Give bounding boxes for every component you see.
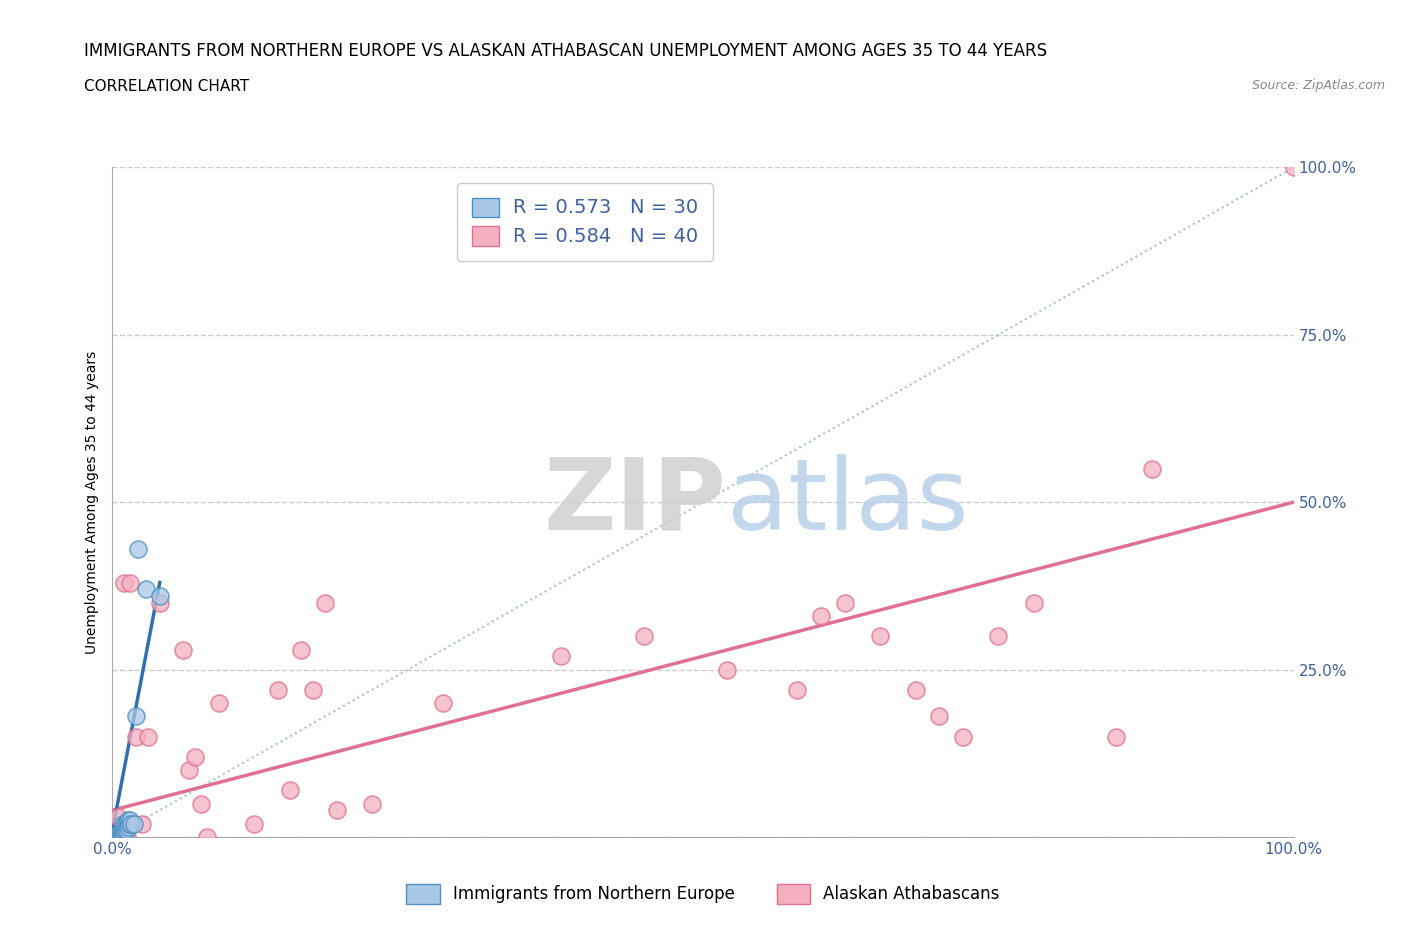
Point xyxy=(326,803,349,817)
Point xyxy=(314,595,336,610)
Point xyxy=(208,696,231,711)
Point xyxy=(834,595,856,610)
Point xyxy=(107,830,129,844)
Point xyxy=(118,817,141,831)
Point xyxy=(302,683,325,698)
Text: Source: ZipAtlas.com: Source: ZipAtlas.com xyxy=(1251,79,1385,92)
Point xyxy=(110,830,132,844)
Point xyxy=(135,582,157,597)
Point xyxy=(810,608,832,623)
Point xyxy=(112,817,135,831)
Point xyxy=(111,823,134,838)
Point xyxy=(633,629,655,644)
Point xyxy=(112,830,135,844)
Point xyxy=(105,830,128,844)
Y-axis label: Unemployment Among Ages 35 to 44 years: Unemployment Among Ages 35 to 44 years xyxy=(84,351,98,654)
Point xyxy=(108,826,131,841)
Point xyxy=(195,830,218,844)
Point xyxy=(107,826,129,841)
Legend: R = 0.573   N = 30, R = 0.584   N = 40: R = 0.573 N = 30, R = 0.584 N = 40 xyxy=(457,183,713,260)
Point xyxy=(267,683,290,698)
Point xyxy=(114,817,136,831)
Point xyxy=(190,796,212,811)
Point xyxy=(120,575,142,590)
Point xyxy=(112,826,135,841)
Point xyxy=(120,817,142,831)
Point xyxy=(1022,595,1045,610)
Point xyxy=(120,813,142,828)
Point xyxy=(149,589,172,604)
Point xyxy=(904,683,927,698)
Point xyxy=(112,823,135,838)
Point xyxy=(125,709,148,724)
Point xyxy=(111,823,134,838)
Point xyxy=(125,729,148,744)
Point xyxy=(114,823,136,838)
Point xyxy=(112,823,135,838)
Text: CORRELATION CHART: CORRELATION CHART xyxy=(84,79,249,94)
Point xyxy=(115,823,138,838)
Point xyxy=(278,783,301,798)
Point xyxy=(105,830,128,844)
Point xyxy=(108,830,131,844)
Point xyxy=(122,817,145,831)
Point xyxy=(243,817,266,831)
Point xyxy=(115,830,138,844)
Point xyxy=(952,729,974,744)
Point xyxy=(136,729,159,744)
Point xyxy=(115,817,138,831)
Point xyxy=(361,796,384,811)
Point xyxy=(131,817,153,831)
Point xyxy=(184,750,207,764)
Point xyxy=(1140,461,1163,476)
Point xyxy=(550,649,572,664)
Point xyxy=(716,662,738,677)
Point xyxy=(117,813,139,828)
Point xyxy=(127,541,149,556)
Point xyxy=(1282,160,1305,175)
Point xyxy=(869,629,891,644)
Point xyxy=(112,575,135,590)
Point xyxy=(107,809,129,824)
Point xyxy=(987,629,1010,644)
Point xyxy=(117,819,139,834)
Legend: Immigrants from Northern Europe, Alaskan Athabascans: Immigrants from Northern Europe, Alaskan… xyxy=(398,875,1008,912)
Point xyxy=(110,826,132,841)
Text: atlas: atlas xyxy=(727,454,969,551)
Point xyxy=(105,830,128,844)
Point xyxy=(786,683,808,698)
Point xyxy=(112,819,135,834)
Point xyxy=(928,709,950,724)
Text: ZIP: ZIP xyxy=(544,454,727,551)
Point xyxy=(290,642,312,657)
Point xyxy=(1105,729,1128,744)
Point xyxy=(149,595,172,610)
Text: IMMIGRANTS FROM NORTHERN EUROPE VS ALASKAN ATHABASCAN UNEMPLOYMENT AMONG AGES 35: IMMIGRANTS FROM NORTHERN EUROPE VS ALASK… xyxy=(84,42,1047,60)
Point xyxy=(172,642,194,657)
Point xyxy=(432,696,454,711)
Point xyxy=(111,826,134,841)
Point xyxy=(179,763,201,777)
